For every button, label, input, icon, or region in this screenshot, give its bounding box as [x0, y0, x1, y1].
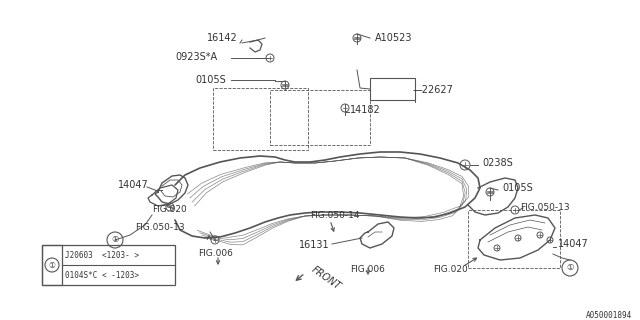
Text: FIG.050-13: FIG.050-13 — [135, 223, 184, 233]
Text: 0923S*A: 0923S*A — [175, 52, 217, 62]
Text: FIG.020: FIG.020 — [433, 266, 468, 275]
Text: FRONT: FRONT — [310, 264, 343, 292]
Text: FIG.006: FIG.006 — [351, 266, 385, 275]
Text: 0105S: 0105S — [195, 75, 226, 85]
Text: ①: ① — [566, 263, 573, 273]
Text: 16131: 16131 — [300, 240, 330, 250]
Bar — [370, 78, 415, 100]
Text: ①: ① — [49, 260, 56, 269]
Text: 14047: 14047 — [118, 180, 148, 190]
Text: 0238S: 0238S — [482, 158, 513, 168]
Text: FIG.050-13: FIG.050-13 — [520, 203, 570, 212]
Text: FIG.050-14: FIG.050-14 — [310, 211, 360, 220]
Text: A050001894: A050001894 — [586, 310, 632, 319]
Text: 16142: 16142 — [207, 33, 237, 43]
Text: FIG.006: FIG.006 — [198, 250, 233, 259]
Text: —22627: —22627 — [413, 85, 454, 95]
Text: FIG.020: FIG.020 — [152, 205, 187, 214]
Bar — [42, 245, 175, 285]
Text: 14047: 14047 — [558, 239, 589, 249]
Text: 14182: 14182 — [350, 105, 381, 115]
Bar — [213, 88, 308, 150]
Bar — [468, 210, 560, 268]
Text: 0105S: 0105S — [502, 183, 532, 193]
Text: ①: ① — [111, 236, 119, 244]
Text: J20603  <1203- >: J20603 <1203- > — [65, 251, 139, 260]
Bar — [270, 90, 370, 145]
Bar — [42, 245, 62, 285]
Text: A10523: A10523 — [375, 33, 413, 43]
Text: 0104S*C < -1203>: 0104S*C < -1203> — [65, 270, 139, 279]
